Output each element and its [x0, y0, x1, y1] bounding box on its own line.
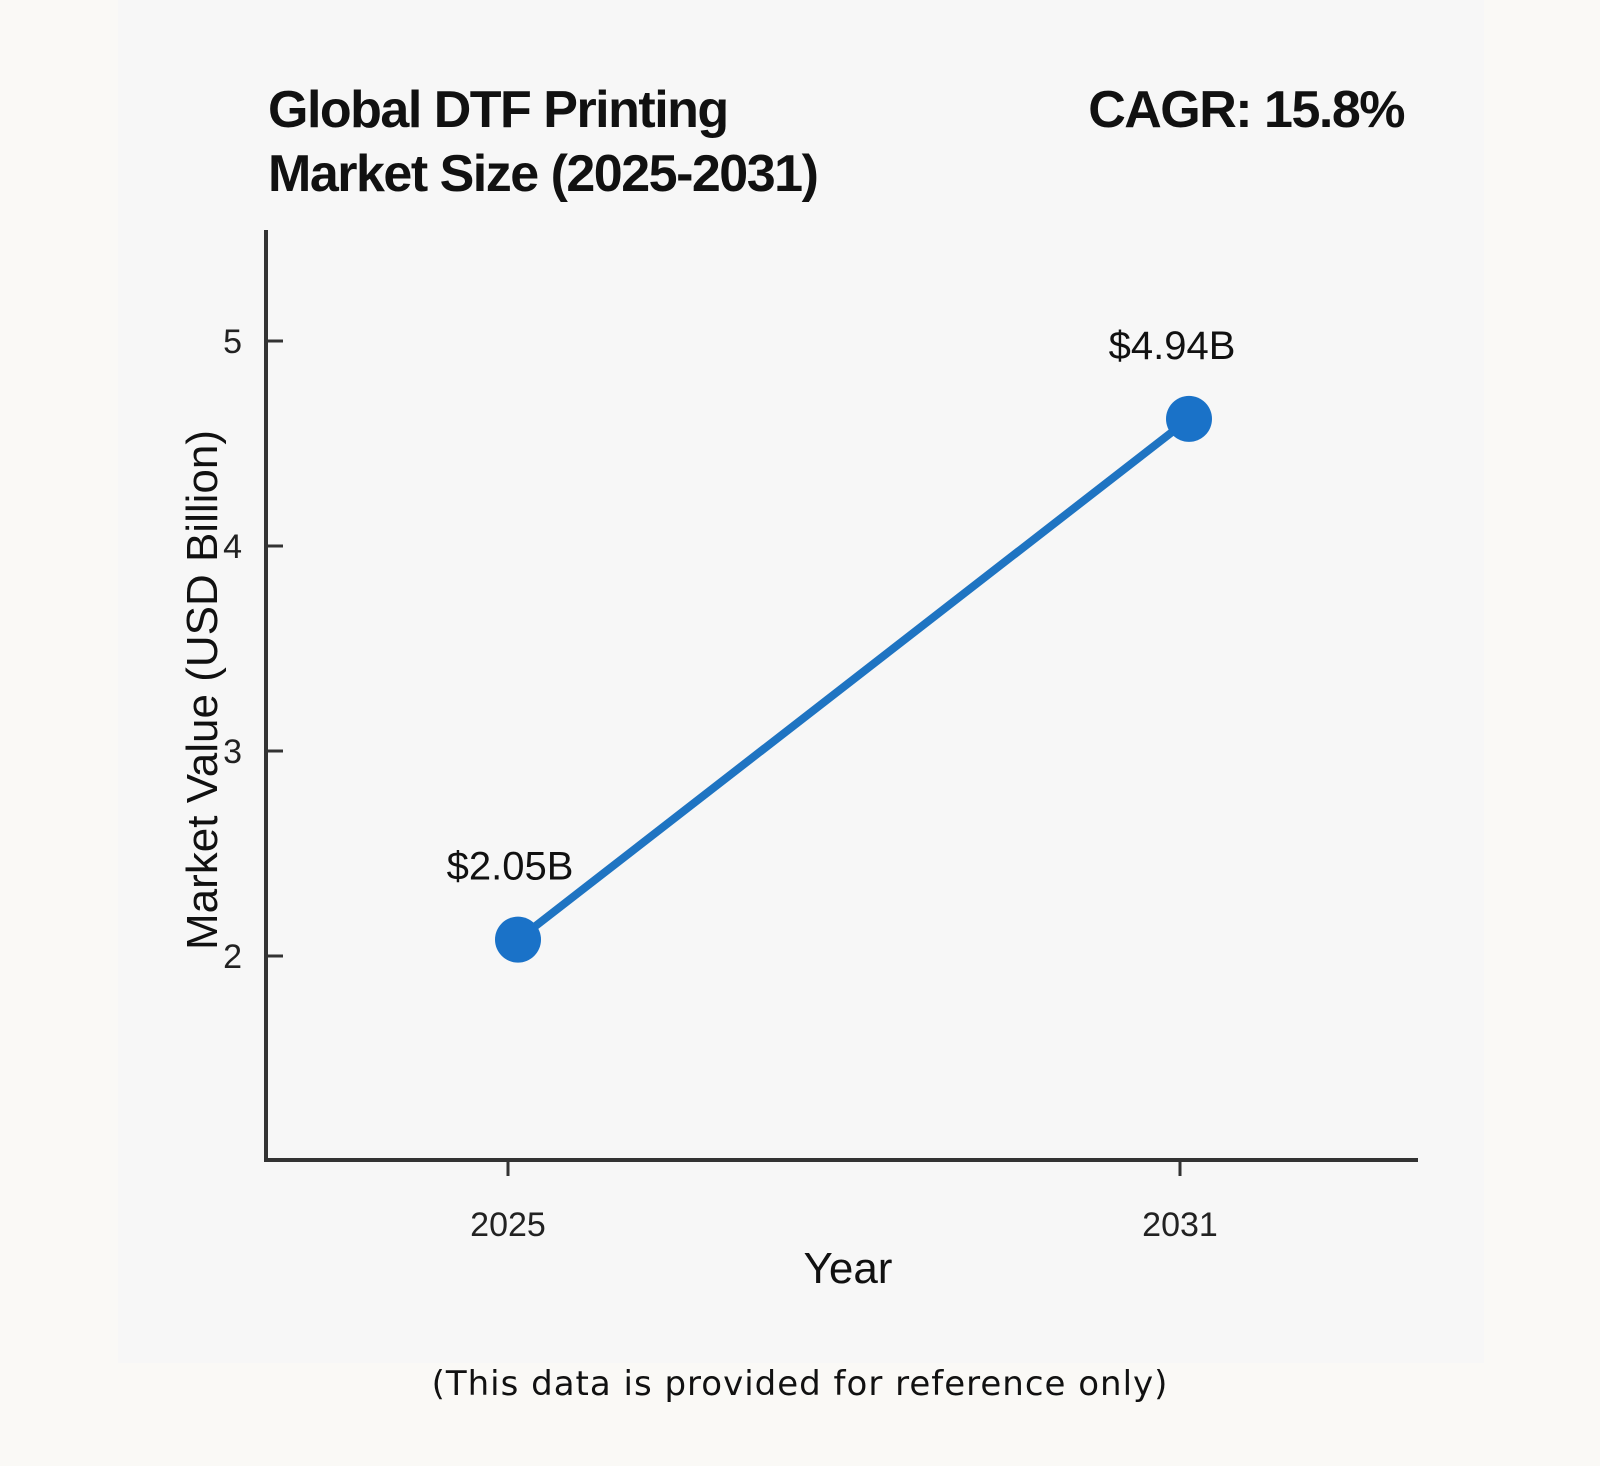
series-market-value: $2.05B $4.94B: [447, 324, 1236, 963]
data-point-marker: [495, 916, 541, 963]
chart-panel: [118, 0, 1484, 1363]
y-tick-label: 4: [223, 528, 242, 566]
x-tick-label: 2031: [1142, 1206, 1218, 1244]
y-axis-title: Market Value (USD Billion): [178, 430, 227, 950]
y-ticks: 2 3 4 5: [223, 323, 283, 976]
x-ticks: 2025 2031: [470, 1160, 1218, 1244]
cagr-annotation: CAGR: 15.8%: [1088, 81, 1405, 139]
chart-title: Global DTF Printing Market Size (2025-20…: [268, 78, 968, 206]
y-tick-label: 3: [223, 733, 242, 771]
chart-title-line-2: Market Size (2025-2031): [268, 145, 819, 203]
chart-title-line-1: Global DTF Printing: [268, 81, 729, 139]
footnote: (This data is provided for reference onl…: [431, 1364, 1169, 1404]
data-label: $2.05B: [447, 845, 574, 889]
data-point-marker: [1166, 395, 1212, 442]
x-tick-label: 2025: [470, 1206, 546, 1244]
y-tick-label: 2: [223, 938, 242, 976]
series-line: [514, 414, 1193, 944]
axes: [264, 230, 1418, 1162]
data-label: $4.94B: [1109, 324, 1236, 368]
x-axis-title: Year: [804, 1244, 893, 1293]
y-tick-label: 5: [223, 323, 242, 361]
